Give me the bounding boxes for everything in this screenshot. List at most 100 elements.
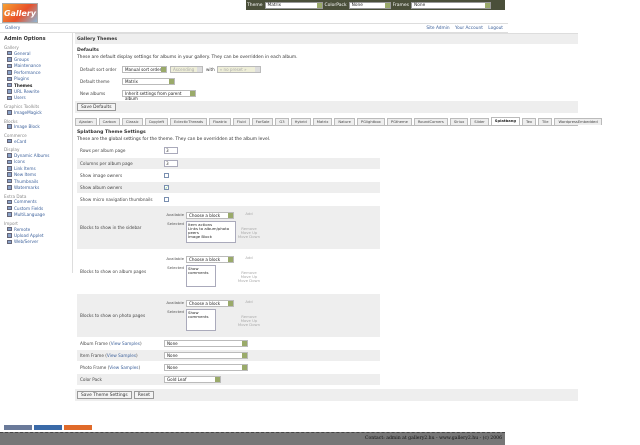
item-frame-view-samples-link[interactable]: View Samples [106, 352, 137, 358]
add-block-button[interactable]: Add [245, 298, 253, 304]
tab-roundcorners[interactable]: RoundCorners [413, 118, 448, 125]
sidebar-item-ecard[interactable]: eCard [4, 138, 68, 144]
sidebar-item-general[interactable]: General [4, 50, 68, 56]
xhtml-badge[interactable] [4, 425, 32, 430]
gallery-logo[interactable]: Gallery [2, 3, 38, 23]
ecard-icon [7, 138, 12, 144]
photo-frame-view-samples-link[interactable]: View Samples [109, 364, 139, 370]
cols-input[interactable]: 3 [164, 159, 178, 167]
selected-blocks-list[interactable]: Show comments [186, 264, 216, 287]
micro-nav-checkbox[interactable] [164, 196, 169, 202]
album-frame-select[interactable]: None [164, 339, 248, 347]
logout-link[interactable]: Logout [488, 25, 503, 31]
preset-select[interactable]: « no preset » [216, 65, 261, 73]
sidebar-item-plugins[interactable]: Plugins [4, 76, 68, 82]
sidebar-item-groups[interactable]: Groups [4, 56, 68, 62]
sidebar-item-new-items[interactable]: New Items [4, 171, 68, 177]
your-account-link[interactable]: Your Account [455, 25, 483, 31]
available-block-select[interactable]: Choose a block [186, 211, 234, 219]
add-block-button[interactable]: Add [245, 210, 253, 216]
color-pack-select[interactable]: Gold Leaf [164, 375, 221, 383]
rows-input[interactable]: 3 [164, 147, 178, 155]
selected-block-item[interactable]: Image Block [188, 234, 212, 240]
sidebar-item-comments[interactable]: Comments [4, 199, 68, 205]
tab-g3[interactable]: G3 [275, 118, 289, 125]
sidebar-item-themes[interactable]: Themes [4, 82, 68, 88]
sidebar-item-url-rewrite[interactable]: URL Rewrite [4, 88, 68, 94]
available-block-select[interactable]: Choose a block [186, 255, 234, 263]
sidebar-item-dynamic-albums[interactable]: Dynamic Albums [4, 152, 68, 158]
tab-fluid[interactable]: Fluid [232, 118, 250, 125]
breadcrumb-home[interactable]: Gallery [5, 25, 21, 31]
selected-block-item[interactable]: Item actions [188, 221, 213, 227]
colorpack-select[interactable]: None [348, 1, 391, 9]
tab-copyleft[interactable]: Copyleft [144, 118, 169, 125]
tab-pgtheme[interactable]: PGtheme [386, 118, 412, 125]
colorpack-label: ColorPack [324, 2, 347, 8]
sidebar-item-watermarks[interactable]: Watermarks [4, 184, 68, 190]
sidebar-item-performance[interactable]: Performance [4, 69, 68, 75]
tab-eclecticthreads[interactable]: EclecticThreads [170, 118, 208, 125]
sidebar-item-users[interactable]: Users [4, 95, 68, 101]
sidebar-item-multilanguage[interactable]: MultiLanguage [4, 211, 68, 217]
tab-slider[interactable]: Slider [470, 118, 489, 125]
remove-button[interactable]: Remove [241, 225, 257, 231]
sidebar-item-custom-fields[interactable]: Custom Fields [4, 205, 68, 211]
selected-block-item[interactable]: Links to album/photo peers [188, 225, 230, 235]
photo-frame-select[interactable]: None [164, 363, 248, 371]
move-up-button[interactable]: Move Up [240, 229, 258, 235]
tab-siriux[interactable]: Siriux [449, 118, 469, 125]
theme-select[interactable]: Matrix [264, 1, 323, 9]
frames-select[interactable]: None [411, 1, 492, 9]
tab-hybrid[interactable]: Hybrid [290, 118, 311, 125]
selected-blocks-list[interactable]: Item actions Links to album/photo peers Im… [186, 220, 236, 243]
sidebar-item-maintenance[interactable]: Maintenance [4, 63, 68, 69]
gallery-badge[interactable] [34, 425, 62, 430]
remove-button[interactable]: Remove [241, 313, 257, 319]
remove-button[interactable]: Remove [241, 269, 257, 275]
item-frame-select[interactable]: None [164, 351, 248, 359]
add-block-button[interactable]: Add [245, 254, 253, 260]
tab-ajaxian[interactable]: Ajaxian [75, 118, 97, 125]
selected-block-item[interactable]: Show comments [188, 265, 209, 275]
move-down-button[interactable]: Move Down [237, 321, 261, 327]
help-badge[interactable] [64, 425, 92, 430]
tab-tex[interactable]: Tex [522, 118, 537, 125]
tab-pglightbox[interactable]: PGlightbox [356, 118, 385, 125]
reset-button[interactable]: Reset [133, 390, 154, 399]
move-down-button[interactable]: Move Down [237, 277, 261, 283]
tab-matrix[interactable]: Matrix [312, 118, 333, 125]
move-up-button[interactable]: Move Up [240, 273, 258, 279]
selected-blocks-list[interactable]: Show comments [186, 308, 216, 331]
save-defaults-button[interactable]: Save Defaults [77, 103, 116, 111]
sort-direction-select[interactable]: Ascending [170, 65, 203, 73]
image-owners-checkbox[interactable] [164, 172, 169, 178]
sidebar-item-thumbnails[interactable]: Thumbnails [4, 178, 68, 184]
album-frame-view-samples-link[interactable]: View Samples [110, 340, 140, 346]
tab-nature[interactable]: Nature [334, 118, 355, 125]
sidebar-item-imagemagick[interactable]: ImageMagick [4, 109, 68, 115]
move-down-button[interactable]: Move Down [237, 233, 261, 239]
tab-classic[interactable]: Classic [121, 118, 143, 125]
sidebar-item-image-block[interactable]: Image Block [4, 124, 68, 130]
tab-carbon[interactable]: Carbon [98, 118, 120, 125]
tab-splatbang[interactable]: Splatbang [490, 117, 520, 125]
available-block-select[interactable]: Choose a block [186, 299, 234, 307]
album-owners-checkbox[interactable]: ✓ [164, 184, 169, 190]
sidebar-item-icons[interactable]: Icons [4, 159, 68, 165]
move-up-button[interactable]: Move Up [240, 317, 258, 323]
sort-order-select[interactable]: Manual sort order [122, 65, 167, 73]
tab-forsale[interactable]: ForSale [251, 118, 274, 125]
selected-block-item[interactable]: Show comments [188, 309, 209, 319]
default-theme-select[interactable]: Matrix [122, 77, 175, 85]
sidebar-item-remote[interactable]: Remote [4, 226, 68, 232]
save-theme-settings-button[interactable]: Save Theme Settings [77, 390, 132, 399]
sidebar-item-web-server[interactable]: Web/Server [4, 239, 68, 245]
tab-wordpressembedded[interactable]: WordpressEmbedded [554, 118, 602, 125]
tab-floatrix[interactable]: Floatrix [209, 118, 231, 125]
tab-tile[interactable]: Tile [538, 118, 553, 125]
sidebar-item-upload-applet[interactable]: Upload Applet [4, 232, 68, 238]
new-albums-select[interactable]: Inherit settings from parent album [122, 89, 196, 101]
sidebar-item-link-items[interactable]: Link Items [4, 165, 68, 171]
site-admin-link[interactable]: Site Admin [426, 25, 450, 31]
